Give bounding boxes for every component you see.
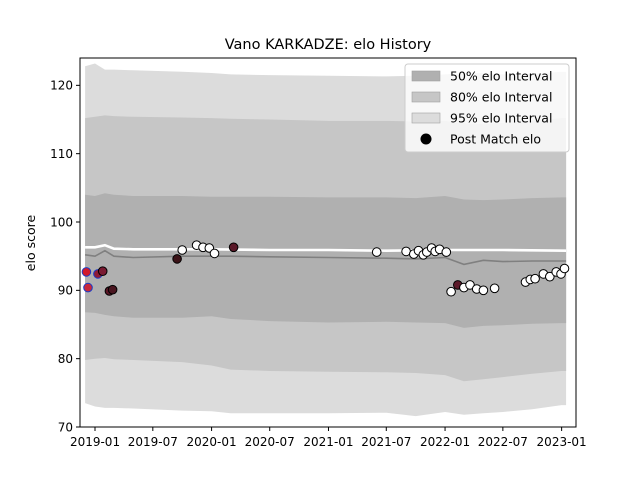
legend-label: 50% elo Interval xyxy=(450,69,552,84)
data-point xyxy=(97,266,108,277)
legend-marker xyxy=(420,133,432,145)
y-axis-label: elo score xyxy=(23,215,38,272)
x-tick-label: 2021-07 xyxy=(361,435,411,449)
data-point xyxy=(530,273,540,284)
legend-label: 95% elo Interval xyxy=(450,111,552,126)
data-point xyxy=(209,248,220,259)
data-point xyxy=(478,285,489,296)
data-point xyxy=(371,247,382,257)
x-tick-label: 2019-01 xyxy=(70,435,120,449)
y-tick-label: 70 xyxy=(58,420,73,434)
y-tick-label: 120 xyxy=(50,79,73,93)
x-tick-label: 2020-07 xyxy=(245,435,295,449)
y-tick-label: 110 xyxy=(50,147,73,161)
data-point xyxy=(81,267,92,277)
y-tick-label: 90 xyxy=(58,284,73,298)
x-tick-label: 2022-07 xyxy=(478,435,528,449)
legend-swatch xyxy=(411,91,441,103)
data-point xyxy=(545,271,555,282)
y-tick-label: 100 xyxy=(50,215,73,229)
legend: 50% elo Interval 80% elo Interval 95% elo … xyxy=(404,63,570,153)
x-tick-label: 2022-01 xyxy=(420,435,470,449)
data-point xyxy=(172,254,182,264)
x-tick-label: 2023-01 xyxy=(537,435,587,449)
data-point xyxy=(441,247,452,257)
y-tick-label: 80 xyxy=(58,352,73,366)
data-point xyxy=(107,284,118,295)
legend-label: 80% elo Interval xyxy=(450,90,552,105)
chart-title: Vano KARKADZE: elo History xyxy=(225,37,432,53)
data-point xyxy=(446,286,456,297)
data-point xyxy=(228,242,239,253)
median-elo-line xyxy=(84,249,567,266)
data-point xyxy=(559,263,570,274)
data-point xyxy=(489,283,500,294)
band-50-interval xyxy=(85,193,567,328)
legend-label: Post Match elo xyxy=(450,132,541,147)
x-tick-label: 2021-01 xyxy=(303,435,353,449)
data-point xyxy=(83,282,93,293)
x-tick-label: 2020-01 xyxy=(187,435,237,449)
axes: 70 80 90 100 110 120 2019-01 2019-07 2020-01 2020… xyxy=(50,57,587,449)
x-tick-label: 2019-07 xyxy=(128,435,178,449)
legend-swatch xyxy=(411,70,441,82)
legend-box xyxy=(404,63,570,153)
data-point xyxy=(177,245,187,255)
legend-swatch xyxy=(411,112,441,124)
